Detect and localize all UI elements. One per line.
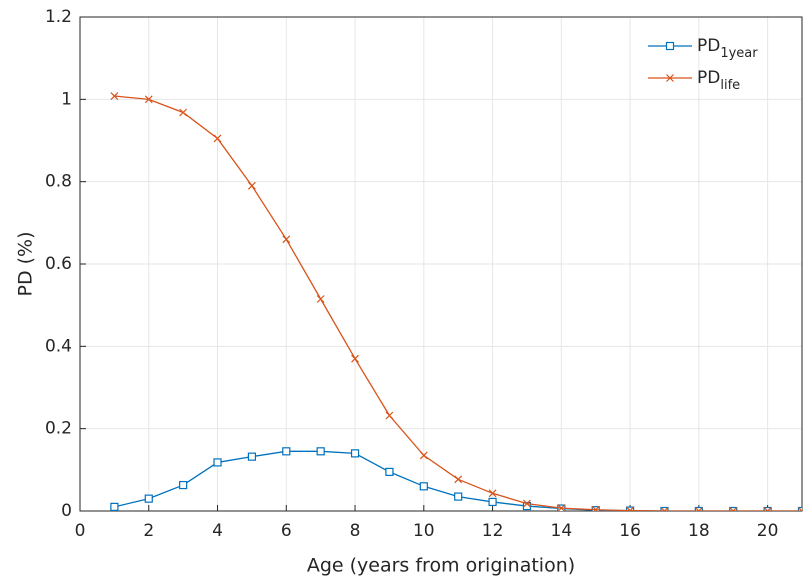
legend-subscript: 1year (720, 46, 758, 61)
y-tick-label: 0.6 (45, 254, 72, 274)
marker (110, 502, 119, 511)
plot-area (110, 92, 802, 511)
y-tick-label: 0.8 (45, 172, 72, 192)
marker (454, 492, 463, 501)
plot-frame (79, 16, 803, 512)
x-tick-label: 6 (281, 521, 292, 541)
marker (110, 92, 119, 100)
legend-label: PDlife (697, 68, 740, 93)
marker (729, 507, 738, 511)
marker (316, 447, 325, 456)
marker (626, 506, 635, 511)
marker (488, 489, 497, 498)
marker (557, 504, 566, 511)
marker (385, 411, 394, 420)
marker (213, 134, 222, 143)
legend-name: PD (697, 68, 720, 88)
x-tick-label: 20 (757, 521, 779, 541)
y-tick-label: 0.2 (45, 419, 72, 439)
marker (763, 506, 772, 511)
marker (247, 452, 257, 461)
marker (419, 482, 428, 491)
y-axis-label: PD (%) (15, 231, 37, 296)
y-tick-label: 0.4 (45, 336, 72, 356)
y-tick-label: 0 (61, 501, 72, 521)
marker (660, 507, 669, 511)
marker (798, 507, 802, 511)
marker (694, 507, 703, 511)
marker (660, 506, 669, 511)
marker (694, 506, 703, 511)
marker (591, 505, 600, 511)
marker (350, 449, 360, 458)
x-tick-label: 8 (350, 521, 361, 541)
marker (351, 354, 359, 363)
x-tick-label: 2 (143, 521, 154, 541)
marker (665, 41, 675, 51)
x-tick-label: 16 (619, 521, 641, 541)
x-axis-label: Age (years from origination) (307, 555, 575, 577)
y-tick-label: 1 (61, 89, 72, 109)
marker (179, 480, 188, 490)
x-tick-label: 4 (212, 521, 223, 541)
marker (729, 506, 738, 511)
y-tick-label: 1.2 (45, 7, 72, 27)
marker (488, 497, 497, 507)
marker (316, 295, 325, 303)
x-tick-label: 12 (482, 521, 504, 541)
marker (144, 494, 153, 503)
legend-subscript: life (720, 78, 740, 93)
marker (282, 447, 291, 456)
legend-label: PD1year (697, 36, 758, 61)
legend-name: PD (697, 36, 720, 56)
marker (523, 499, 531, 508)
marker (282, 235, 291, 244)
marker (666, 74, 674, 82)
x-tick-label: 10 (413, 521, 435, 541)
marker (213, 458, 222, 467)
marker (419, 451, 428, 460)
x-tick-label: 0 (75, 521, 86, 541)
marker (247, 181, 256, 190)
x-tick-label: 18 (688, 521, 710, 541)
marker (522, 501, 532, 511)
x-tick-label: 14 (551, 521, 573, 541)
marker (385, 467, 394, 476)
marker (454, 475, 463, 484)
marker (179, 108, 188, 117)
marker (144, 95, 153, 104)
marker (763, 507, 772, 511)
